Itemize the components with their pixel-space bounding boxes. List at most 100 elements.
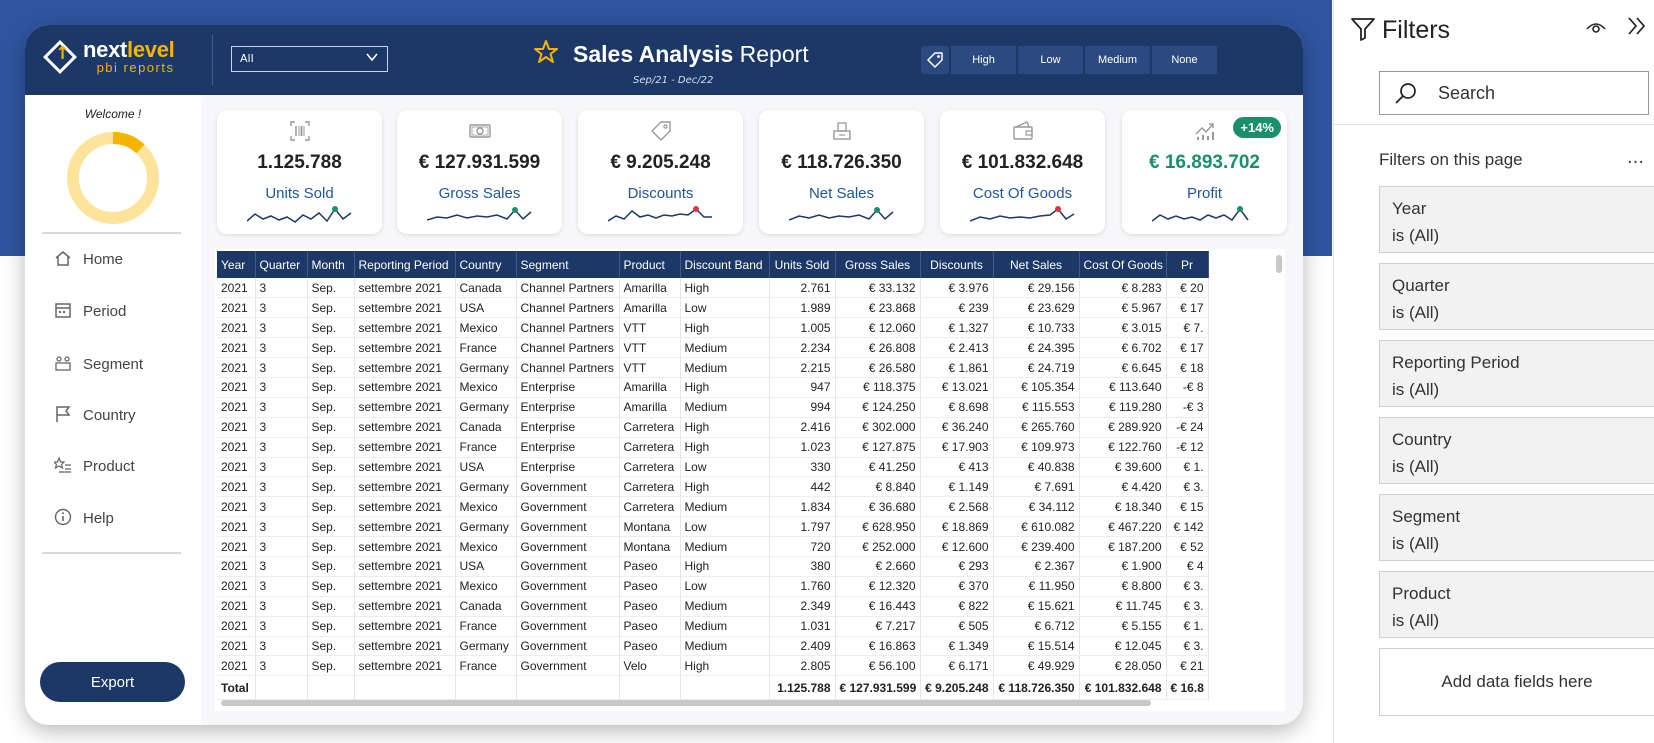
more-options-icon[interactable]: …: [1627, 148, 1644, 168]
column-header[interactable]: Month: [307, 251, 355, 278]
kpi-value: 1.125.788: [257, 152, 342, 173]
filter-card-country[interactable]: Country is (All): [1379, 417, 1654, 484]
tag-icon[interactable]: [921, 46, 949, 74]
nav-period[interactable]: Period: [53, 301, 126, 321]
table-cell: 2021: [217, 476, 256, 498]
table-row[interactable]: 2021 3 Sep. settembre 2021 Canada Enterprise C…: [217, 417, 1209, 438]
band-button-high[interactable]: High: [951, 46, 1016, 74]
table-row[interactable]: 2021 3 Sep. settembre 2021 Germany Government…: [217, 476, 1209, 498]
table-cell: Canada: [455, 417, 517, 438]
column-header[interactable]: Product: [619, 251, 681, 278]
report-canvas: ↑ nextlevel pbi reports All Sales Analys…: [25, 25, 1303, 725]
home-icon: [53, 249, 73, 269]
table-cell: -€ 3: [1166, 397, 1209, 418]
nav-product[interactable]: Product: [52, 456, 135, 476]
filter-card-reporting-period[interactable]: Reporting Period is (All): [1379, 340, 1654, 407]
table-cell: Sep.: [307, 377, 355, 398]
table-row[interactable]: 2021 3 Sep. settembre 2021 Mexico Government M…: [217, 536, 1209, 557]
table-cell: 2021: [217, 377, 256, 398]
table-cell: € 5.967: [1079, 297, 1167, 319]
table-row[interactable]: 2021 3 Sep. settembre 2021 France Channel Par…: [217, 337, 1209, 359]
table-cell: 2.409: [769, 636, 836, 657]
table-cell: € 17.903: [920, 437, 994, 458]
column-header[interactable]: Discounts: [920, 251, 994, 278]
filter-card-year[interactable]: Year is (All): [1379, 186, 1654, 253]
table-row[interactable]: 2021 3 Sep. settembre 2021 Mexico Government P…: [217, 576, 1209, 597]
eye-icon[interactable]: [1586, 20, 1606, 41]
table-row[interactable]: 2021 3 Sep. settembre 2021 Mexico Enterprise A…: [217, 377, 1209, 398]
table-row[interactable]: 2021 3 Sep. settembre 2021 USA Government Pase…: [217, 556, 1209, 577]
table-row[interactable]: 2021 3 Sep. settembre 2021 Germany Government…: [217, 636, 1209, 657]
table-cell: € 4.420: [1079, 476, 1167, 498]
table-cell: Sep.: [307, 297, 355, 319]
table-row[interactable]: 2021 3 Sep. settembre 2021 Germany Government…: [217, 516, 1209, 538]
table-cell: € 29.156: [993, 278, 1080, 299]
table-cell: € 11.950: [993, 576, 1080, 597]
table-row[interactable]: 2021 3 Sep. settembre 2021 France Government P…: [217, 616, 1209, 637]
table-cell: € 289.920: [1079, 417, 1167, 438]
table-row[interactable]: 2021 3 Sep. settembre 2021 France Enterprise C…: [217, 437, 1209, 458]
total-cell: [354, 675, 456, 701]
nav-country[interactable]: Country: [53, 405, 136, 425]
table-row[interactable]: 2021 3 Sep. settembre 2021 Germany Enterprise…: [217, 397, 1209, 418]
table-cell: 3: [255, 536, 308, 557]
filter-card-product[interactable]: Product is (All): [1379, 571, 1654, 638]
table-cell: 3: [255, 377, 308, 398]
column-header[interactable]: Reporting Period: [354, 251, 456, 278]
table-row[interactable]: 2021 3 Sep. settembre 2021 Canada Channel Par…: [217, 278, 1209, 299]
table-cell: 2021: [217, 417, 256, 438]
table-cell: € 7.: [1166, 317, 1209, 339]
nav-help[interactable]: Help: [53, 508, 114, 528]
band-button-low[interactable]: Low: [1018, 46, 1083, 74]
column-header[interactable]: Discount Band: [680, 251, 770, 278]
table-cell: Sep.: [307, 437, 355, 458]
column-header[interactable]: Country: [455, 251, 517, 278]
add-data-fields-dropzone[interactable]: Add data fields here: [1379, 648, 1654, 716]
column-header[interactable]: Quarter: [255, 251, 308, 278]
filter-card-quarter[interactable]: Quarter is (All): [1379, 263, 1654, 330]
table-cell: France: [455, 437, 517, 458]
nav-home[interactable]: Home: [53, 249, 123, 269]
vertical-scrollbar[interactable]: [1276, 255, 1282, 273]
table-cell: € 39.600: [1079, 457, 1167, 478]
total-cell: [255, 675, 308, 701]
column-header[interactable]: Cost Of Goods: [1079, 251, 1167, 278]
table-row[interactable]: 2021 3 Sep. settembre 2021 Mexico Channel Par…: [217, 317, 1209, 339]
filter-card-segment[interactable]: Segment is (All): [1379, 494, 1654, 561]
column-header[interactable]: Net Sales: [993, 251, 1080, 278]
filter-search-input[interactable]: Search: [1379, 71, 1649, 115]
table-cell: Medium: [680, 337, 770, 359]
column-header[interactable]: Gross Sales: [835, 251, 921, 278]
table-cell: USA: [455, 297, 517, 319]
export-button[interactable]: Export: [40, 662, 185, 702]
table-cell: 3: [255, 655, 308, 677]
filter-state: is (All): [1392, 226, 1440, 245]
filter-dropdown[interactable]: All: [231, 46, 388, 72]
barcode-icon: [217, 120, 382, 147]
table-cell: VTT: [619, 317, 681, 339]
column-header[interactable]: Segment: [516, 251, 620, 278]
column-header[interactable]: Year: [217, 251, 256, 278]
total-cell: € 16.8: [1166, 675, 1209, 701]
table-cell: € 109.973: [993, 437, 1080, 458]
kpi-label: Cost Of Goods: [972, 185, 1073, 202]
column-header[interactable]: Units Sold: [769, 251, 836, 278]
nav-segment[interactable]: Segment: [53, 354, 143, 374]
table-cell: € 3.976: [920, 278, 994, 299]
table-cell: € 36.680: [835, 496, 921, 518]
collapse-pane-icon[interactable]: [1626, 14, 1648, 44]
column-header[interactable]: Pr: [1166, 251, 1209, 278]
band-button-none[interactable]: None: [1152, 46, 1217, 74]
table-cell: € 20: [1166, 278, 1209, 299]
title-bold: Sales Analysis: [573, 41, 734, 67]
table-cell: 442: [769, 476, 836, 498]
table-row[interactable]: 2021 3 Sep. settembre 2021 Canada Government P…: [217, 596, 1209, 617]
nav-period-label: Period: [83, 302, 127, 320]
table-row[interactable]: 2021 3 Sep. settembre 2021 USA Enterprise Carr…: [217, 457, 1209, 478]
band-button-medium[interactable]: Medium: [1085, 46, 1150, 74]
table-row[interactable]: 2021 3 Sep. settembre 2021 USA Channel Partne…: [217, 297, 1209, 319]
horizontal-scrollbar[interactable]: [221, 700, 1151, 706]
table-row[interactable]: 2021 3 Sep. settembre 2021 France Government V…: [217, 655, 1209, 677]
table-row[interactable]: 2021 3 Sep. settembre 2021 Mexico Government C…: [217, 496, 1209, 518]
table-row[interactable]: 2021 3 Sep. settembre 2021 Germany Channel Pa…: [217, 357, 1209, 378]
